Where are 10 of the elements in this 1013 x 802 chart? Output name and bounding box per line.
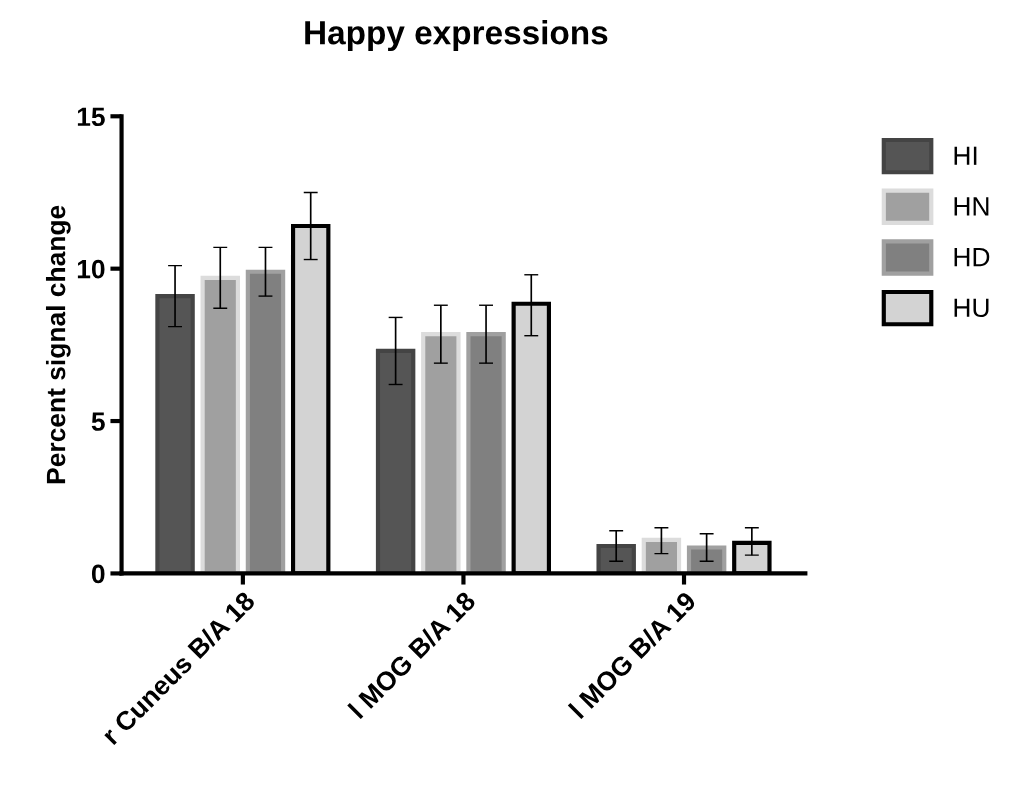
legend-label: HN [954, 197, 989, 216]
y-tick-label: 0 [91, 564, 105, 584]
legend-label: HD [954, 248, 990, 267]
y-tick-label: 10 [77, 259, 105, 279]
y-tick-label: 5 [91, 412, 105, 431]
legend-label: HU [954, 298, 989, 318]
y-tick-label: 15 [77, 107, 105, 127]
chart-title: Happy expressions [305, 20, 608, 52]
legend-label: HI [954, 146, 977, 165]
y-axis-title: Percent signal change [45, 205, 71, 484]
